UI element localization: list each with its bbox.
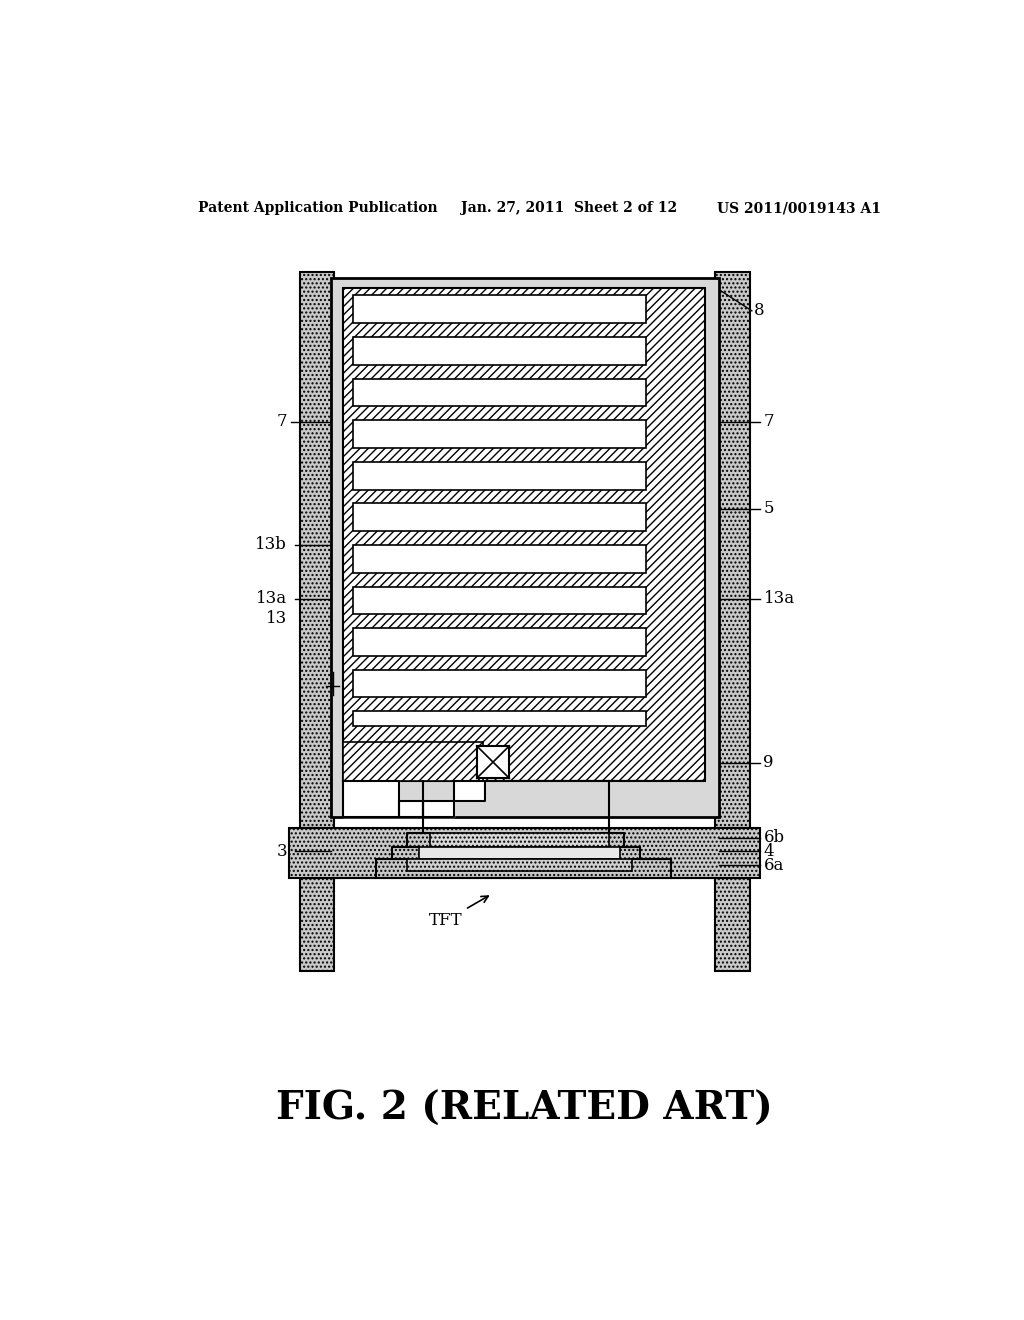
Text: 13b: 13b <box>255 536 287 553</box>
Bar <box>430 833 608 847</box>
Bar <box>343 742 483 780</box>
Text: 5: 5 <box>764 500 774 517</box>
Bar <box>300 272 334 829</box>
Bar <box>407 859 632 871</box>
Text: TFT: TFT <box>429 896 488 929</box>
Bar <box>289 829 761 878</box>
Text: 6b: 6b <box>764 829 784 846</box>
Bar <box>352 503 646 531</box>
Text: 7: 7 <box>764 413 774 430</box>
Bar <box>352 586 646 614</box>
Bar <box>343 288 705 780</box>
Text: US 2011/0019143 A1: US 2011/0019143 A1 <box>717 202 881 215</box>
Text: Patent Application Publication: Patent Application Publication <box>198 202 437 215</box>
Text: φ: φ <box>339 669 347 682</box>
Bar <box>352 711 646 726</box>
Text: 8: 8 <box>755 302 765 319</box>
Text: 9: 9 <box>764 754 774 771</box>
Bar <box>352 462 646 490</box>
Text: 13a: 13a <box>256 590 287 607</box>
Bar <box>352 379 646 407</box>
Text: 4: 4 <box>764 843 774 859</box>
Bar <box>716 272 750 829</box>
Bar <box>352 337 646 364</box>
Bar <box>300 878 334 970</box>
Bar <box>352 420 646 447</box>
Bar <box>352 296 646 323</box>
Text: Jan. 27, 2011  Sheet 2 of 12: Jan. 27, 2011 Sheet 2 of 12 <box>461 202 677 215</box>
Bar <box>419 847 621 859</box>
Bar <box>352 628 646 656</box>
Bar <box>331 277 719 817</box>
Bar <box>352 669 646 697</box>
Text: 13: 13 <box>265 610 287 627</box>
Polygon shape <box>343 780 705 817</box>
Bar <box>352 545 646 573</box>
Text: 13a: 13a <box>764 590 795 607</box>
Text: FIG. 2 (RELATED ART): FIG. 2 (RELATED ART) <box>276 1090 773 1129</box>
Text: 3: 3 <box>276 843 287 859</box>
Bar <box>477 746 509 779</box>
Text: 6a: 6a <box>764 857 784 874</box>
Bar <box>716 878 750 970</box>
Text: 7: 7 <box>276 413 287 430</box>
